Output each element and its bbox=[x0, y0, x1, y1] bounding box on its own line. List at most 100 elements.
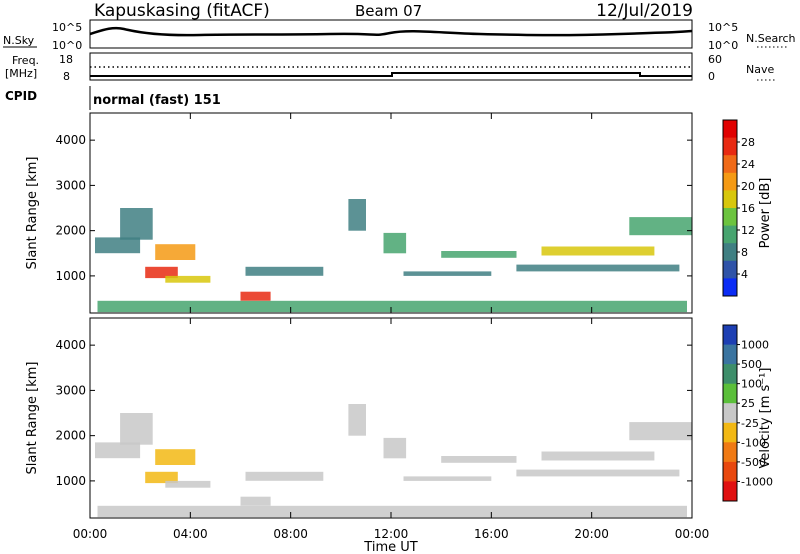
velocity-colorbar-swatch-3 bbox=[723, 383, 737, 404]
velocity-colorbar-label-6: -500 bbox=[741, 456, 766, 469]
power-colorbar-swatch-0 bbox=[723, 120, 737, 139]
xtick-label-3: 12:00 bbox=[374, 527, 409, 541]
cpid-text: normal (fast) 151 bbox=[93, 93, 221, 108]
velocity-ytick-label-2: 3000 bbox=[55, 383, 86, 397]
velocity-region-9 bbox=[383, 437, 407, 459]
velocity-region-2 bbox=[120, 413, 153, 445]
nave-scale-bottom: 0 bbox=[708, 70, 715, 83]
velocity-colorbar-swatch-6 bbox=[723, 442, 737, 463]
cpid-label: CPID bbox=[5, 89, 37, 103]
velocity-marks bbox=[95, 404, 692, 518]
velocity-colorbar-label: Velocity [m s⁻¹] bbox=[758, 368, 773, 469]
velocity-colorbar-label-2: 100 bbox=[741, 378, 762, 391]
velocity-colorbar-swatch-1 bbox=[723, 344, 737, 365]
power-ytick-label-3: 4000 bbox=[55, 133, 86, 147]
xtick-label-0: 00:00 bbox=[73, 527, 108, 541]
power-colorbar-swatch-7 bbox=[723, 243, 737, 262]
nave-scale-top: 60 bbox=[708, 53, 722, 66]
power-colorbar: 4 8 12 16 20 24 28 bbox=[722, 119, 755, 297]
power-region-14 bbox=[629, 217, 692, 236]
power-colorbar-swatch-1 bbox=[723, 137, 737, 156]
velocity-region-7 bbox=[245, 471, 324, 481]
power-colorbar-label-6: 28 bbox=[741, 136, 755, 149]
power-yaxis: 1000 2000 3000 4000 bbox=[55, 133, 692, 283]
velocity-colorbar-swatch-2 bbox=[723, 364, 737, 385]
power-colorbar-swatch-9 bbox=[723, 278, 737, 297]
power-colorbar-swatch-8 bbox=[723, 260, 737, 279]
velocity-colorbar: 1000 500 100 25 -25 -100 -500 -1000 bbox=[722, 324, 773, 502]
nave-label: Nave bbox=[746, 63, 774, 76]
noise-scale-top-right: 10^5 bbox=[708, 21, 738, 34]
power-region-5 bbox=[165, 275, 211, 283]
time-axis: 00:00 04:00 08:00 12:00 16:00 20:00 00:00 bbox=[73, 113, 710, 541]
power-marks bbox=[95, 199, 692, 313]
velocity-region-11 bbox=[441, 456, 517, 463]
power-ytick-label-1: 2000 bbox=[55, 224, 86, 238]
power-colorbar-label-0: 4 bbox=[741, 268, 748, 281]
xtick-label-1: 04:00 bbox=[173, 527, 208, 541]
power-region-4 bbox=[155, 244, 196, 260]
velocity-colorbar-swatch-5 bbox=[723, 422, 737, 443]
noise-scale-top-left: 10^5 bbox=[52, 21, 82, 34]
velocity-region-8 bbox=[348, 404, 366, 436]
power-region-9 bbox=[383, 232, 407, 254]
power-region-12 bbox=[516, 264, 680, 272]
power-region-0 bbox=[97, 300, 687, 313]
noise-scale-bottom-right: 10^0 bbox=[708, 39, 738, 52]
velocity-colorbar-label-0: 1000 bbox=[741, 339, 769, 352]
power-region-3 bbox=[145, 266, 178, 279]
power-colorbar-label-2: 12 bbox=[741, 224, 755, 237]
velocity-colorbar-swatch-0 bbox=[723, 325, 737, 346]
date-title: 12/Jul/2019 bbox=[596, 1, 693, 21]
power-colorbar-swatch-5 bbox=[723, 208, 737, 227]
beam-title: Beam 07 bbox=[355, 2, 422, 20]
power-ytick-label-2: 3000 bbox=[55, 178, 86, 192]
velocity-region-0 bbox=[97, 505, 687, 518]
mhz-label: [MHz] bbox=[5, 67, 37, 80]
freq-trace bbox=[90, 72, 692, 77]
power-colorbar-swatch-6 bbox=[723, 225, 737, 244]
velocity-region-6 bbox=[240, 496, 271, 506]
frequency-panel: Freq. [MHz] 18 8 60 0 Nave bbox=[5, 52, 775, 83]
velocity-colorbar-swatch-7 bbox=[723, 461, 737, 482]
nsky-label: N.Sky bbox=[3, 34, 35, 47]
velocity-colorbar-label-3: 25 bbox=[741, 397, 755, 410]
xtick-label-2: 08:00 bbox=[273, 527, 308, 541]
velocity-ylabel: Slant Range [km] bbox=[25, 362, 40, 475]
velocity-yaxis: 1000 2000 3000 4000 bbox=[55, 338, 692, 488]
nsearch-label: N.Search bbox=[746, 32, 796, 45]
velocity-ytick-label-0: 1000 bbox=[55, 474, 86, 488]
velocity-region-4 bbox=[155, 449, 196, 465]
power-colorbar-swatch-4 bbox=[723, 190, 737, 209]
velocity-region-10 bbox=[403, 476, 492, 481]
noise-trace bbox=[89, 26, 693, 37]
velocity-colorbar-swatch-4 bbox=[723, 403, 737, 424]
noise-panel: N.Sky 10^5 10^0 10^5 10^0 N.Search bbox=[3, 19, 796, 52]
power-colorbar-label: Power [dB] bbox=[758, 178, 773, 249]
power-region-7 bbox=[245, 266, 324, 276]
velocity-region-5 bbox=[165, 480, 211, 488]
freq-scale-top: 18 bbox=[59, 53, 73, 66]
xtick-label-4: 16:00 bbox=[474, 527, 509, 541]
power-region-2 bbox=[120, 208, 153, 240]
velocity-colorbar-label-1: 500 bbox=[741, 358, 762, 371]
velocity-region-3 bbox=[145, 471, 178, 484]
power-colorbar-swatch-2 bbox=[723, 155, 737, 174]
velocity-region-12 bbox=[516, 469, 680, 477]
power-colorbar-label-5: 24 bbox=[741, 158, 755, 171]
velocity-colorbar-label-4: -25 bbox=[741, 417, 759, 430]
xtick-label-6: 00:00 bbox=[675, 527, 710, 541]
station-title: Kapuskasing (fitACF) bbox=[94, 1, 270, 21]
power-colorbar-label-3: 16 bbox=[741, 202, 755, 215]
velocity-ytick-label-1: 2000 bbox=[55, 429, 86, 443]
power-region-13 bbox=[541, 246, 655, 256]
power-colorbar-label-1: 8 bbox=[741, 246, 748, 259]
power-region-10 bbox=[403, 271, 492, 276]
power-panel: 1000 2000 3000 4000 Slant Range [km] 4 8 12 16… bbox=[25, 112, 773, 314]
freq-scale-bottom: 8 bbox=[63, 70, 70, 83]
velocity-ytick-label-3: 4000 bbox=[55, 338, 86, 352]
freq-label: Freq. bbox=[12, 54, 39, 67]
power-region-11 bbox=[441, 251, 517, 258]
velocity-colorbar-swatch-8 bbox=[723, 481, 737, 502]
